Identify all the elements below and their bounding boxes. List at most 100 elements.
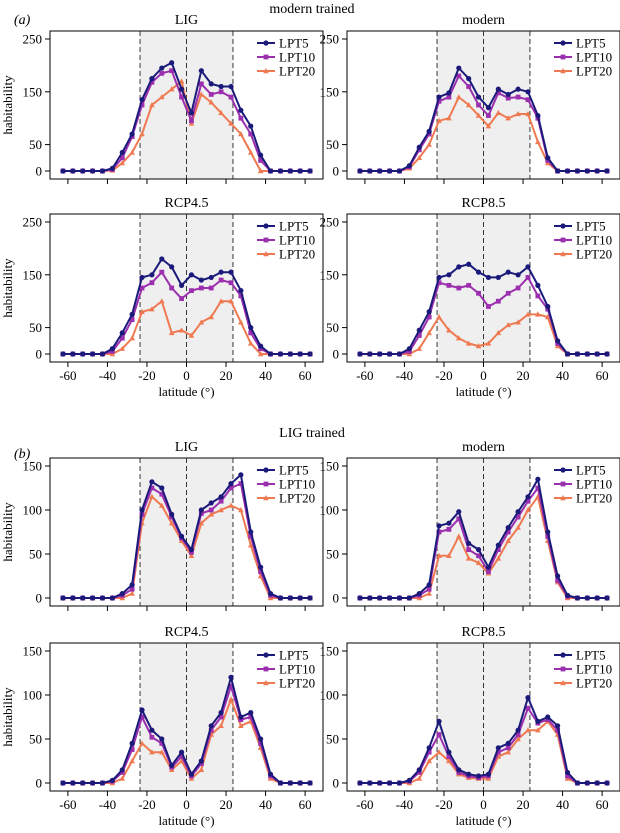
panel-b3-series-lpt5-point [188,771,195,777]
panel-b1-series-lpt5-point [258,564,264,570]
panel-a3-series-lpt10-point [248,330,254,336]
panel-b1-series-lpt5-point [129,582,135,588]
panel-a3-series-lpt10-point [119,335,125,341]
panel-a3-series-lpt5-point [198,277,204,283]
panel-b3-ytick-label: 150 [23,644,43,659]
panel-b2-series-lpt20-point [465,555,472,561]
panel-a4-series-lpt5-point [505,269,511,275]
panel-b4-series-lpt20-point [426,758,432,764]
panel-a4-series-lpt5-point [386,351,393,357]
panel-b4-xtick-label: 0 [480,797,487,812]
panel-a4-xtick-label: -60 [356,368,373,383]
panel-a3-series-lpt10-point [228,280,234,286]
panel-a3-series-lpt10-point [258,346,264,352]
panel-a1-series-lpt5-point [149,76,155,82]
panel-b3-series-lpt5-point [297,780,303,786]
panel-b4-series-lpt20-point [525,727,531,733]
panel-b2-series-lpt5-point [416,591,422,597]
panel-a3-legend-lpt10-point [263,237,269,243]
panel-a4-series-lpt10-point [406,348,412,354]
panel-b3-xtick-label: -20 [138,797,155,812]
panel-a4-xtick-label: -40 [396,368,413,383]
panel-a1-series-lpt5-point [169,60,175,66]
panel-b1-series-lpt5-point [70,595,76,601]
panel-a4-series-lpt10-point [486,304,491,309]
panel-b4-series-lpt10-point [416,770,422,775]
panel-b1-series-lpt20-point [188,552,195,558]
panel-a3-series-lpt5-point [178,282,185,288]
panel-b4-series-lpt5-point [406,777,412,783]
panel-a2-series-lpt10-point [466,84,472,89]
panel-b2-series-lpt5-point [495,542,501,548]
panel-b1-legend-lpt10-point [263,481,269,487]
panel-b4-series-lpt10-point [495,749,501,755]
panel-b4-series-lpt10-point [525,705,531,711]
panel-a4-series-lpt5-point [555,338,561,344]
panel-a1-series-lpt5-point [267,168,274,174]
panel-a1-series-lpt10-point [218,89,224,95]
panel-a3-series-lpt20-point [158,298,165,304]
panel-a2-series-lpt5-point [396,168,403,174]
panel-b4: RCP8.5 0 50 100 150 -60 -40 -20 0 20 40 60 latitude … [320,625,620,828]
panel-a4-series-lpt5-point [604,351,610,357]
panel-a1-series-lpt10-point [119,155,125,161]
panel-a2-series-lpt20-point [446,115,452,121]
panel-a1-series-lpt5-point [70,168,76,174]
panel-a3-xtick-label: -60 [59,368,76,383]
panel-b2-series-lpt20-point [515,524,521,530]
panel-b1-series-lpt10-point [238,481,244,486]
panel-a4-series-lpt5-point [545,303,551,310]
panel-b3-series-lpt5-point [178,749,185,755]
panel-a3-series-lpt5-point [129,311,135,317]
panel-a1-ytick-label: 250 [23,32,43,47]
panel-b4-series-lpt5-point [357,780,363,786]
panel-a3-series-lpt20-point [168,329,175,336]
panel-a4-series-lpt5-point [485,274,492,281]
panel-a2-series-lpt5-point [485,105,492,111]
panel-b4-series-lpt5-point [396,780,403,786]
panel-a1-series-lpt5-point [119,149,125,156]
panel-a2-series-lpt20-point [515,110,521,117]
panel-b2-series-lpt10-point [476,553,481,559]
panel-b4-series-lpt5-point [377,780,383,786]
panel-b3-ytick-label: 50 [29,732,42,747]
panel-b3-ytick-label: 100 [23,688,43,703]
panel-b4-series-lpt5-point [545,714,551,720]
panel-a2-series-lpt5-point [377,168,383,174]
panel-b4-legend-lpt5-point [560,652,566,658]
panel-b2-series-lpt10-point [515,514,521,520]
panel-b1-series-lpt5-point [169,511,175,517]
panel-a2-series-lpt20-point [465,102,472,108]
panel-a4-series-lpt5-point [367,351,373,357]
panel-b4-series-lpt5-point [485,771,492,777]
panel-a1-series-lpt5-point [159,65,165,71]
panel-a1-legend-lpt5-label: LPT5 [279,36,309,51]
panel-a3-series-lpt5-point [188,272,195,278]
panel-a2-ytick-label: 150 [320,84,340,99]
panel-b3-xtick-label: -60 [59,797,76,812]
panel-a4-series-lpt10-point [476,290,481,296]
panel-b3-series-lpt10-point [139,714,145,720]
panel-b4-xtick-label: 20 [517,797,530,812]
panel-b2-ytick-label: 50 [326,547,339,562]
panel-b4-series-lpt10-point [446,754,452,759]
panel-b3-series-lpt10-point [119,770,125,775]
panel-a2-series-lpt5-point [367,168,373,174]
panel-b4-series-lpt10-point [565,773,570,779]
panel-a1-series-lpt20-point [119,160,126,166]
panel-a1-legend-lpt5-point [263,40,269,46]
panel-a1-series-lpt5-point [277,168,284,174]
panel-a2-ytick-label: 50 [326,137,339,152]
panel-b4-series-lpt5-point [416,767,422,773]
panel-a1-series-lpt5-point [109,165,115,171]
panel-b3-series-lpt10-point [248,714,254,720]
panel-b4-legend-lpt20-label: LPT20 [576,676,612,691]
panel-a3-xtick-label: 20 [220,368,233,383]
panel-b3-series-lpt5 [60,674,313,786]
panel-a4-series-lpt20-point [436,314,442,320]
panel-a3-series-lpt20-point [257,351,264,357]
panel-b3-legend-lpt20-label: LPT20 [279,676,315,691]
panel-a3-xtick-label: 60 [299,368,312,383]
panel-a4-ytick-label: 150 [320,267,340,282]
